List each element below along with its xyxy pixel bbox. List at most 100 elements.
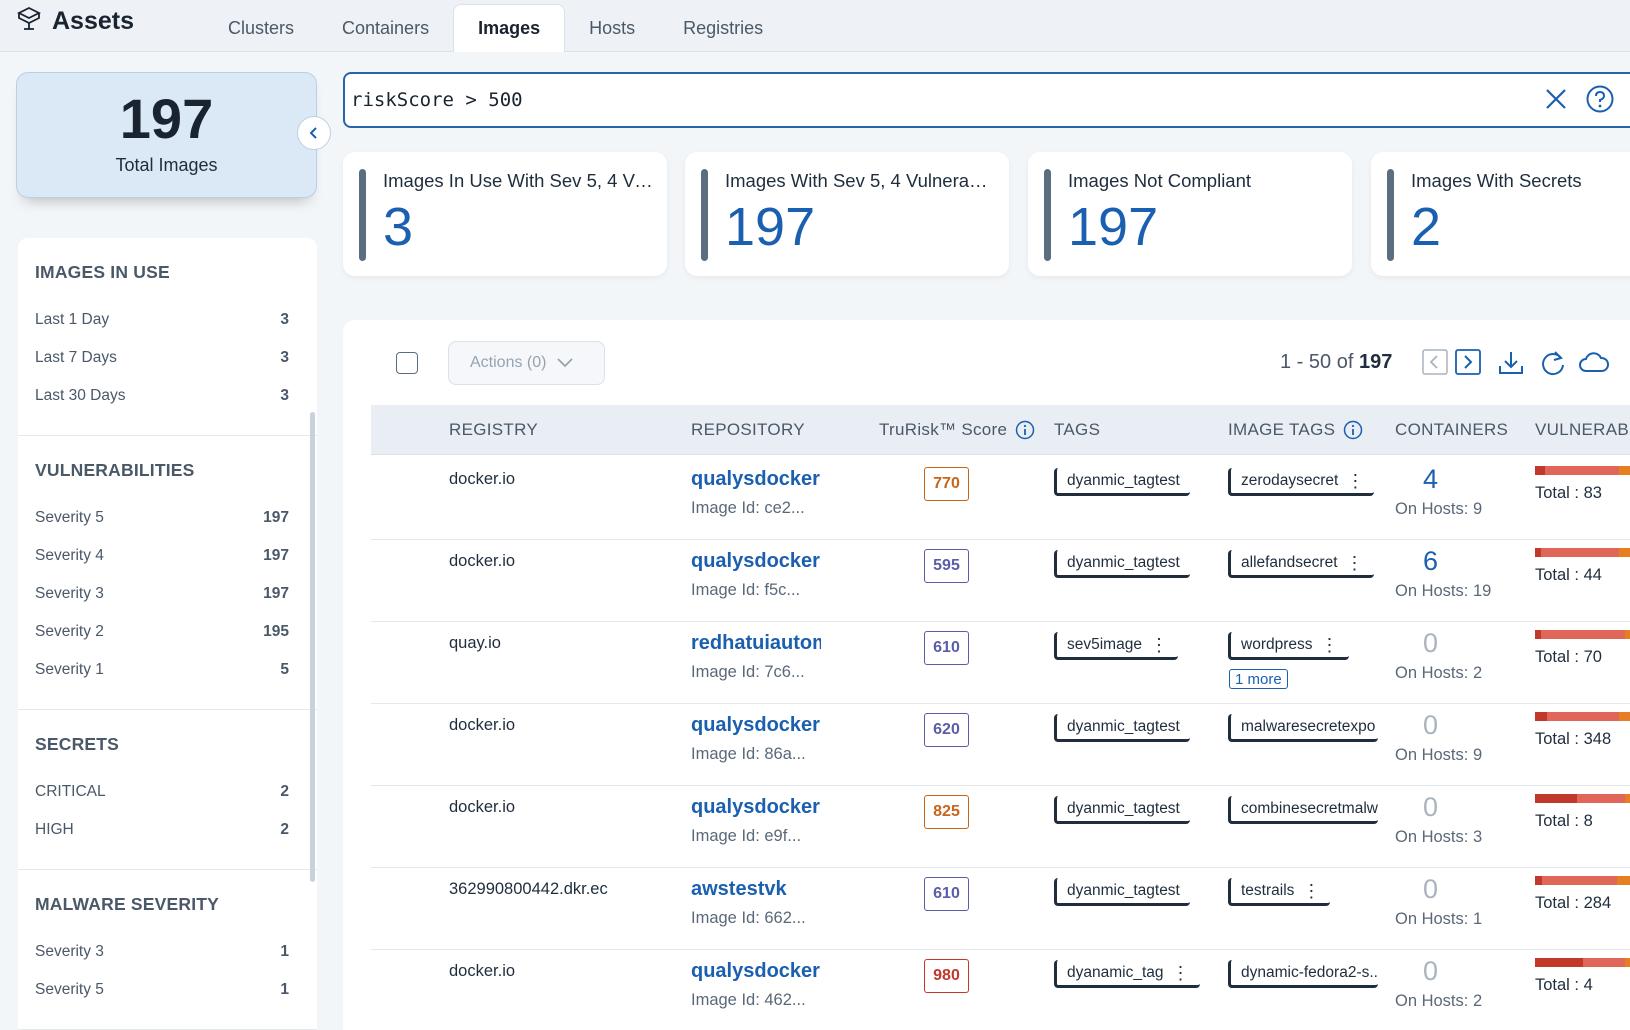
registry-cell: 362990800442.dkr.ec <box>449 880 608 898</box>
filter-item[interactable]: Last 30 Days 3 <box>35 377 317 415</box>
prev-page-icon[interactable] <box>1422 349 1448 380</box>
next-page-icon[interactable] <box>1455 349 1481 380</box>
column-containers[interactable]: CONTAINERS <box>1395 420 1509 439</box>
image-tag-chip[interactable]: allefandsecret ⋮ <box>1228 550 1374 578</box>
vuln-bar-segment <box>1577 794 1625 803</box>
image-tag-chip[interactable]: combinesecretmalware <box>1228 796 1378 824</box>
tag-chip[interactable]: dyanmic_tagtest <box>1054 796 1190 824</box>
repository-link[interactable]: qualysdocker <box>691 714 820 736</box>
column-repository[interactable]: REPOSITORY <box>691 420 805 439</box>
kpi-accent-bar <box>1044 169 1051 261</box>
vulnerability-total: Total : 4 <box>1535 976 1593 994</box>
containers-count[interactable]: 4 <box>1423 464 1439 494</box>
repository-link[interactable]: qualysdocker <box>691 550 820 572</box>
tab-images[interactable]: Images <box>453 4 566 52</box>
kebab-menu-icon[interactable]: ⋮ <box>1302 880 1321 901</box>
total-images-count: 197 <box>119 87 214 150</box>
tab-hosts[interactable]: Hosts <box>589 17 636 38</box>
kebab-menu-icon[interactable]: ⋮ <box>1346 470 1365 491</box>
kebab-menu-icon[interactable]: ⋮ <box>1320 634 1339 655</box>
filter-item[interactable]: Severity 2 195 <box>35 613 317 651</box>
kebab-menu-icon[interactable]: ⋮ <box>1171 962 1190 983</box>
vuln-bar-segment <box>1544 466 1619 475</box>
kpi-images-with-secrets[interactable]: Images With Secrets 2 <box>1371 152 1630 276</box>
table-row[interactable]: docker.io qualysdocker Image Id: f5c... … <box>371 538 1630 622</box>
total-images-card[interactable]: 197 Total Images <box>16 72 317 198</box>
kpi-label: Images In Use With Sev 5, 4 Vulnerabilit… <box>383 170 653 191</box>
help-icon[interactable] <box>1585 84 1615 119</box>
tag-chip[interactable]: sev5image ⋮ <box>1054 632 1178 660</box>
vuln-bar-segment <box>1535 548 1541 557</box>
filter-item[interactable]: HIGH 2 <box>35 811 317 849</box>
refresh-icon[interactable] <box>1539 349 1567 382</box>
actions-label: Actions (0) <box>470 354 547 371</box>
tag-label: dyanmic_tagtest <box>1067 799 1180 817</box>
image-tag-chip[interactable]: zerodaysecret ⋮ <box>1228 468 1375 496</box>
kpi-label: Images With Sev 5, 4 Vulnerabilities <box>725 170 995 191</box>
table-row[interactable]: docker.io qualysdocker Image Id: 462... … <box>371 948 1630 1030</box>
pagination-text: 1 - 50 of <box>1280 351 1354 373</box>
filter-item[interactable]: Severity 4 197 <box>35 537 317 575</box>
column-vulnerabilities[interactable]: VULNERABI <box>1535 420 1630 439</box>
actions-dropdown[interactable]: Actions (0) <box>448 341 605 385</box>
tab-containers[interactable]: Containers <box>342 17 430 38</box>
containers-count[interactable]: 6 <box>1423 546 1439 576</box>
repository-link[interactable]: qualysdocker <box>691 960 820 982</box>
repository-link[interactable]: awstestvk <box>691 878 787 900</box>
filter-item-label: Severity 5 <box>35 981 104 998</box>
clear-search-icon[interactable] <box>1543 86 1569 117</box>
filter-item[interactable]: CRITICAL 2 <box>35 773 317 811</box>
filter-group-title: IMAGES IN USE <box>35 262 170 282</box>
tag-chip[interactable]: dyanmic_tagtest <box>1054 468 1190 496</box>
tag-chip[interactable]: dyanmic_tagtest <box>1054 878 1190 906</box>
kpi-images-sev54[interactable]: Images With Sev 5, 4 Vulnerabilities 197 <box>685 152 1009 276</box>
info-icon[interactable] <box>1015 420 1035 440</box>
filter-item[interactable]: Last 1 Day 3 <box>35 301 317 339</box>
table-row[interactable]: 362990800442.dkr.ec awstestvk Image Id: … <box>371 866 1630 950</box>
column-registry[interactable]: REGISTRY <box>449 420 538 439</box>
info-icon[interactable] <box>1343 420 1363 440</box>
table-row[interactable]: docker.io qualysdocker Image Id: 86a... … <box>371 702 1630 786</box>
more-tags-link[interactable]: 1 more <box>1229 669 1288 689</box>
kebab-menu-icon[interactable]: ⋮ <box>1149 634 1168 655</box>
total-images-label: Total Images <box>115 155 218 175</box>
download-icon[interactable] <box>1497 349 1525 382</box>
vulnerability-severity-bar <box>1535 548 1630 557</box>
filter-item[interactable]: Severity 3 197 <box>35 575 317 613</box>
vuln-bar-segment <box>1542 876 1617 885</box>
image-id: Image Id: f5c... <box>691 581 801 599</box>
tab-clusters[interactable]: Clusters <box>228 17 295 38</box>
cloud-icon[interactable] <box>1578 349 1610 382</box>
column-image-tags[interactable]: IMAGE TAGS <box>1228 405 1363 455</box>
search-input[interactable] <box>351 84 1451 116</box>
filter-item[interactable]: Severity 1 5 <box>35 651 317 689</box>
filter-item[interactable]: Severity 5 197 <box>35 499 317 537</box>
repository-link[interactable]: qualysdocker <box>691 468 820 490</box>
repository-link[interactable]: redhatuiautomation <box>691 632 821 654</box>
collapse-sidebar-button[interactable] <box>297 116 331 150</box>
column-trurisk[interactable]: TruRisk™ Score <box>879 405 1035 455</box>
image-tag-chip[interactable]: wordpress ⋮ <box>1228 632 1349 660</box>
image-tag-chip[interactable]: dynamic-fedora2-s... <box>1228 960 1378 988</box>
table-row[interactable]: docker.io qualysdocker Image Id: e9f... … <box>371 784 1630 868</box>
kpi-images-not-compliant[interactable]: Images Not Compliant 197 <box>1028 152 1352 276</box>
tag-chip[interactable]: dyanmic_tagtest <box>1054 550 1190 578</box>
select-all-checkbox[interactable] <box>396 352 418 374</box>
kpi-images-in-use-sev54[interactable]: Images In Use With Sev 5, 4 Vulnerabilit… <box>343 152 667 276</box>
vulnerability-total: Total : 8 <box>1535 812 1593 830</box>
column-tags[interactable]: TAGS <box>1054 420 1101 439</box>
trurisk-label: TruRisk™ Score <box>879 420 1008 439</box>
table-row[interactable]: quay.io redhatuiautomation Image Id: 7c6… <box>371 620 1630 704</box>
image-tag-chip[interactable]: malwaresecretexpo <box>1228 714 1378 742</box>
filter-item[interactable]: Severity 3 1 <box>35 933 317 971</box>
filter-scrollbar[interactable] <box>310 412 315 882</box>
tag-chip[interactable]: dyanmic_tagtest <box>1054 714 1190 742</box>
image-tag-chip[interactable]: testrails ⋮ <box>1228 878 1331 906</box>
kebab-menu-icon[interactable]: ⋮ <box>1345 552 1364 573</box>
filter-item[interactable]: Severity 5 1 <box>35 971 317 1009</box>
filter-item[interactable]: Last 7 Days 3 <box>35 339 317 377</box>
tab-registries[interactable]: Registries <box>683 17 764 38</box>
tag-chip[interactable]: dyanamic_tag ⋮ <box>1054 960 1200 988</box>
table-row[interactable]: docker.io qualysdocker Image Id: ce2... … <box>371 456 1630 540</box>
repository-link[interactable]: qualysdocker <box>691 796 820 818</box>
